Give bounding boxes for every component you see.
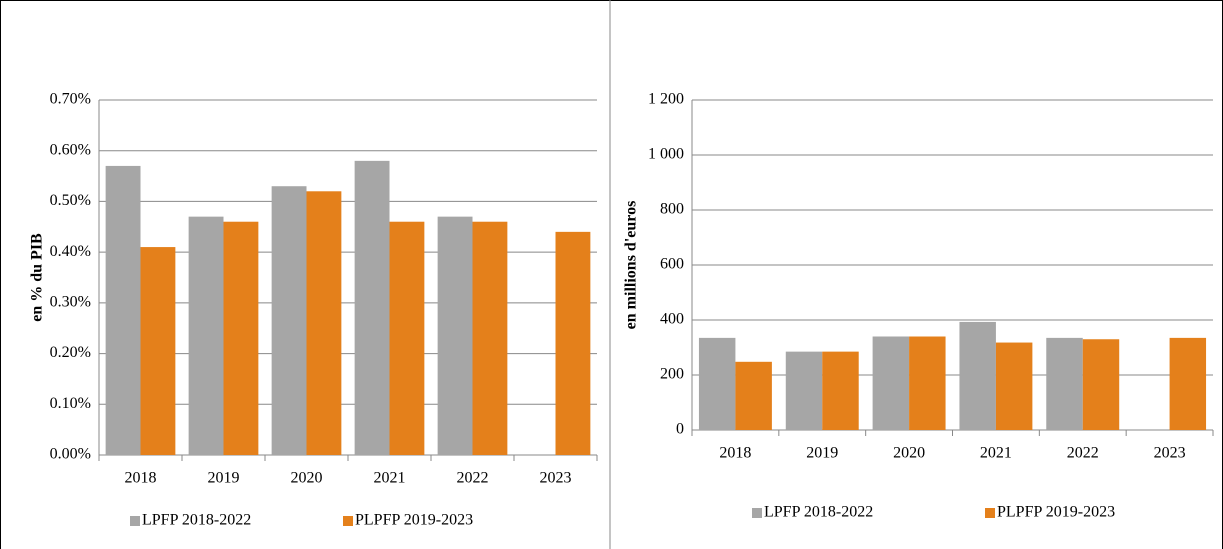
y-tick-label: 0.50% (50, 192, 91, 209)
y-tick-label: 600 (660, 256, 684, 273)
y-tick-label: 0 (676, 421, 684, 438)
bar (188, 216, 224, 455)
bar (1169, 337, 1207, 430)
bar (437, 216, 473, 455)
y-tick-label: 0.20% (50, 344, 91, 361)
x-tick-label: 2020 (291, 470, 323, 487)
x-tick-label: 2020 (893, 445, 925, 462)
bar (822, 351, 859, 430)
legend-label: LPFP 2018-2022 (764, 504, 873, 521)
x-tick-label: 2021 (980, 445, 1012, 462)
bar (735, 361, 772, 430)
y-tick-label: 0.30% (50, 294, 91, 311)
y-tick-label: 0.40% (50, 243, 91, 260)
bar (698, 337, 736, 430)
y-tick-label: 1 000 (648, 146, 684, 163)
y-tick-label: 800 (660, 201, 684, 218)
y-tick-label: 0.60% (50, 141, 91, 158)
y-tick-label: 0.70% (50, 91, 91, 108)
y-tick-label: 400 (660, 311, 684, 328)
x-tick-label: 2019 (806, 445, 838, 462)
bar (1082, 339, 1120, 430)
bar (140, 247, 176, 455)
legend-swatch (343, 516, 353, 526)
bar (909, 336, 946, 430)
legend-swatch (752, 508, 762, 518)
legend-swatch (130, 516, 140, 526)
x-tick-label: 2021 (374, 470, 406, 487)
y-tick-label: 200 (660, 366, 684, 383)
legend-label: PLPFP 2019-2023 (355, 512, 473, 529)
y-tick-label: 0.10% (50, 395, 91, 412)
legend-label: PLPFP 2019-2023 (997, 504, 1115, 521)
x-tick-label: 2018 (719, 445, 751, 462)
legend-swatch (985, 508, 995, 518)
x-tick-label: 2022 (1067, 445, 1099, 462)
bar (872, 336, 910, 430)
y-tick-label: 0.00% (50, 446, 91, 463)
x-tick-label: 2022 (457, 470, 489, 487)
bar (306, 191, 342, 456)
bar (472, 221, 508, 455)
legend-label: LPFP 2018-2022 (142, 512, 251, 529)
bar (959, 321, 996, 430)
bar (785, 351, 823, 430)
bar (389, 221, 425, 455)
y-axis-label: en millions d'euros (623, 201, 640, 330)
y-axis-label: en % du PIB (29, 233, 46, 322)
bar (105, 165, 141, 455)
x-tick-label: 2023 (540, 470, 572, 487)
bar (271, 186, 307, 455)
x-tick-label: 2018 (125, 470, 157, 487)
bar (555, 231, 591, 455)
x-tick-label: 2023 (1154, 445, 1186, 462)
bar (354, 160, 390, 455)
x-tick-label: 2019 (208, 470, 240, 487)
bar (1046, 337, 1083, 430)
bar (995, 342, 1033, 430)
bar (223, 221, 259, 455)
y-tick-label: 1 200 (648, 91, 684, 108)
